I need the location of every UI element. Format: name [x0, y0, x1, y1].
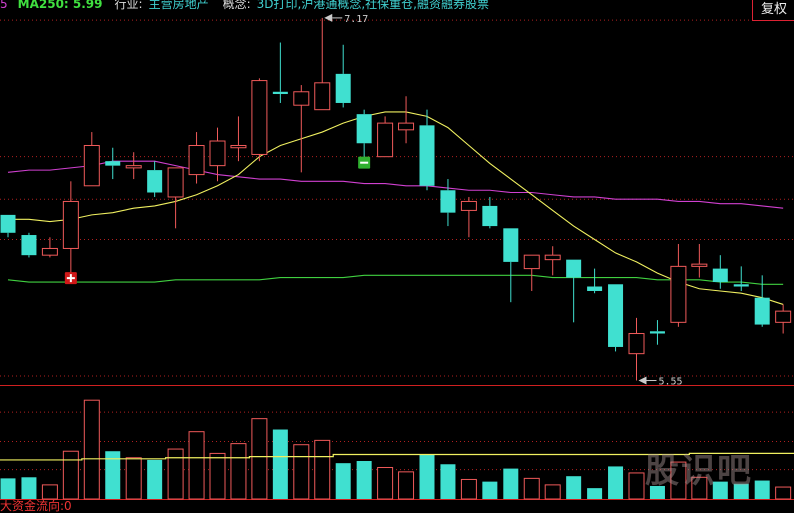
candle-body	[209, 140, 226, 167]
candle-body	[356, 114, 372, 144]
concept-label: 概念:	[222, 0, 251, 11]
volume-bar	[230, 443, 247, 500]
low-price-label: 5.55	[659, 377, 683, 388]
ma250-line	[7, 274, 784, 285]
volume-bar	[649, 485, 665, 499]
volume-bar	[167, 448, 184, 500]
indicator-header: 5 MA250: 5.99 行业: 主营房地产 概念: 3D打印,沪港通概念,社保重仓,融…	[0, 0, 495, 12]
candle-body	[21, 235, 37, 256]
industry-label: 行业:	[114, 0, 143, 11]
candle-body	[608, 284, 624, 347]
candle-body	[251, 80, 268, 155]
volume-bar	[670, 461, 687, 500]
candle-body	[105, 161, 121, 166]
volume-bar	[691, 476, 708, 500]
ma250-readout: MA250: 5.99	[17, 0, 103, 11]
candle-body	[272, 91, 288, 95]
buy-plus-icon	[66, 274, 75, 283]
volume-bar	[628, 472, 645, 500]
volume-bar	[314, 439, 331, 500]
volume-bar	[440, 464, 456, 499]
volume-bar	[482, 481, 498, 499]
volume-bar	[419, 454, 435, 499]
volume-bar	[272, 429, 288, 499]
high-price-label: 7.17	[344, 14, 368, 25]
candle-body	[125, 165, 142, 169]
ma-mid-line	[7, 160, 784, 209]
candle-body	[460, 200, 477, 211]
candle-body	[503, 228, 519, 262]
volume-bar	[460, 478, 477, 500]
volume-bar	[733, 483, 749, 499]
industry-value: 主营房地产	[148, 0, 209, 11]
volume-bar	[566, 476, 582, 499]
volume-bar	[293, 444, 310, 500]
volume-bar	[188, 431, 205, 500]
candle-body	[188, 144, 205, 176]
capital-flow-label: 大资金流向:0	[0, 499, 72, 513]
candle-body	[335, 73, 351, 103]
candle-body	[62, 200, 79, 249]
volume-bar	[775, 486, 792, 500]
volume-bar	[105, 451, 121, 499]
candle-body	[649, 331, 665, 334]
volume-bar	[608, 466, 624, 499]
volume-ma-line	[0, 452, 794, 461]
volume-bar	[356, 461, 372, 499]
volume-bar	[754, 480, 770, 499]
candle-body	[691, 263, 708, 267]
volume-bar	[62, 450, 79, 500]
candle-body	[440, 190, 456, 213]
adjust-button[interactable]: 复权	[752, 0, 794, 21]
volume-bar	[147, 459, 163, 499]
high-price-label-arrow-icon	[324, 13, 333, 22]
volume-bar	[21, 477, 37, 499]
candle-body	[775, 310, 792, 323]
volume-bar	[41, 484, 58, 500]
ma-short-line	[8, 111, 784, 305]
volume-bar	[712, 481, 728, 499]
volume-bar	[503, 468, 519, 499]
candle-body	[147, 170, 163, 193]
candle-body	[587, 286, 603, 291]
prev-indicator-fragment: 5	[0, 0, 8, 11]
candle-body	[733, 284, 749, 287]
candle-body	[377, 122, 394, 158]
candle-body	[167, 167, 184, 198]
candle-body	[419, 125, 435, 186]
volume-bar	[83, 399, 100, 500]
volume-bar	[544, 484, 561, 500]
candle-body	[314, 82, 331, 111]
volume-bar	[587, 488, 603, 499]
candle-body	[230, 144, 247, 149]
candle-body	[482, 205, 498, 227]
candle-body	[293, 91, 310, 106]
candle-body	[544, 254, 561, 261]
candle-body	[398, 122, 415, 131]
volume-bar	[209, 452, 226, 500]
volume-bar	[523, 477, 540, 500]
volume-bar	[251, 418, 268, 500]
candle-body	[754, 297, 770, 325]
low-price-label-arrow-icon	[638, 376, 647, 385]
concept-value: 3D打印,沪港通概念,社保重仓,融资融券股票	[256, 0, 489, 11]
candle-body	[566, 259, 582, 278]
candle-body	[628, 333, 645, 355]
candle-body	[0, 214, 16, 233]
volume-bar	[398, 471, 415, 500]
candle-body	[670, 265, 687, 323]
volume-bar	[377, 467, 394, 500]
volume-bar	[335, 463, 351, 499]
candle-body	[41, 247, 58, 256]
watermark-logo: 股识吧	[645, 451, 753, 491]
candle-body	[712, 268, 728, 283]
volume-bar	[0, 478, 16, 499]
volume-bar	[125, 457, 142, 500]
candle-body	[523, 254, 540, 270]
candle-body	[83, 144, 100, 187]
